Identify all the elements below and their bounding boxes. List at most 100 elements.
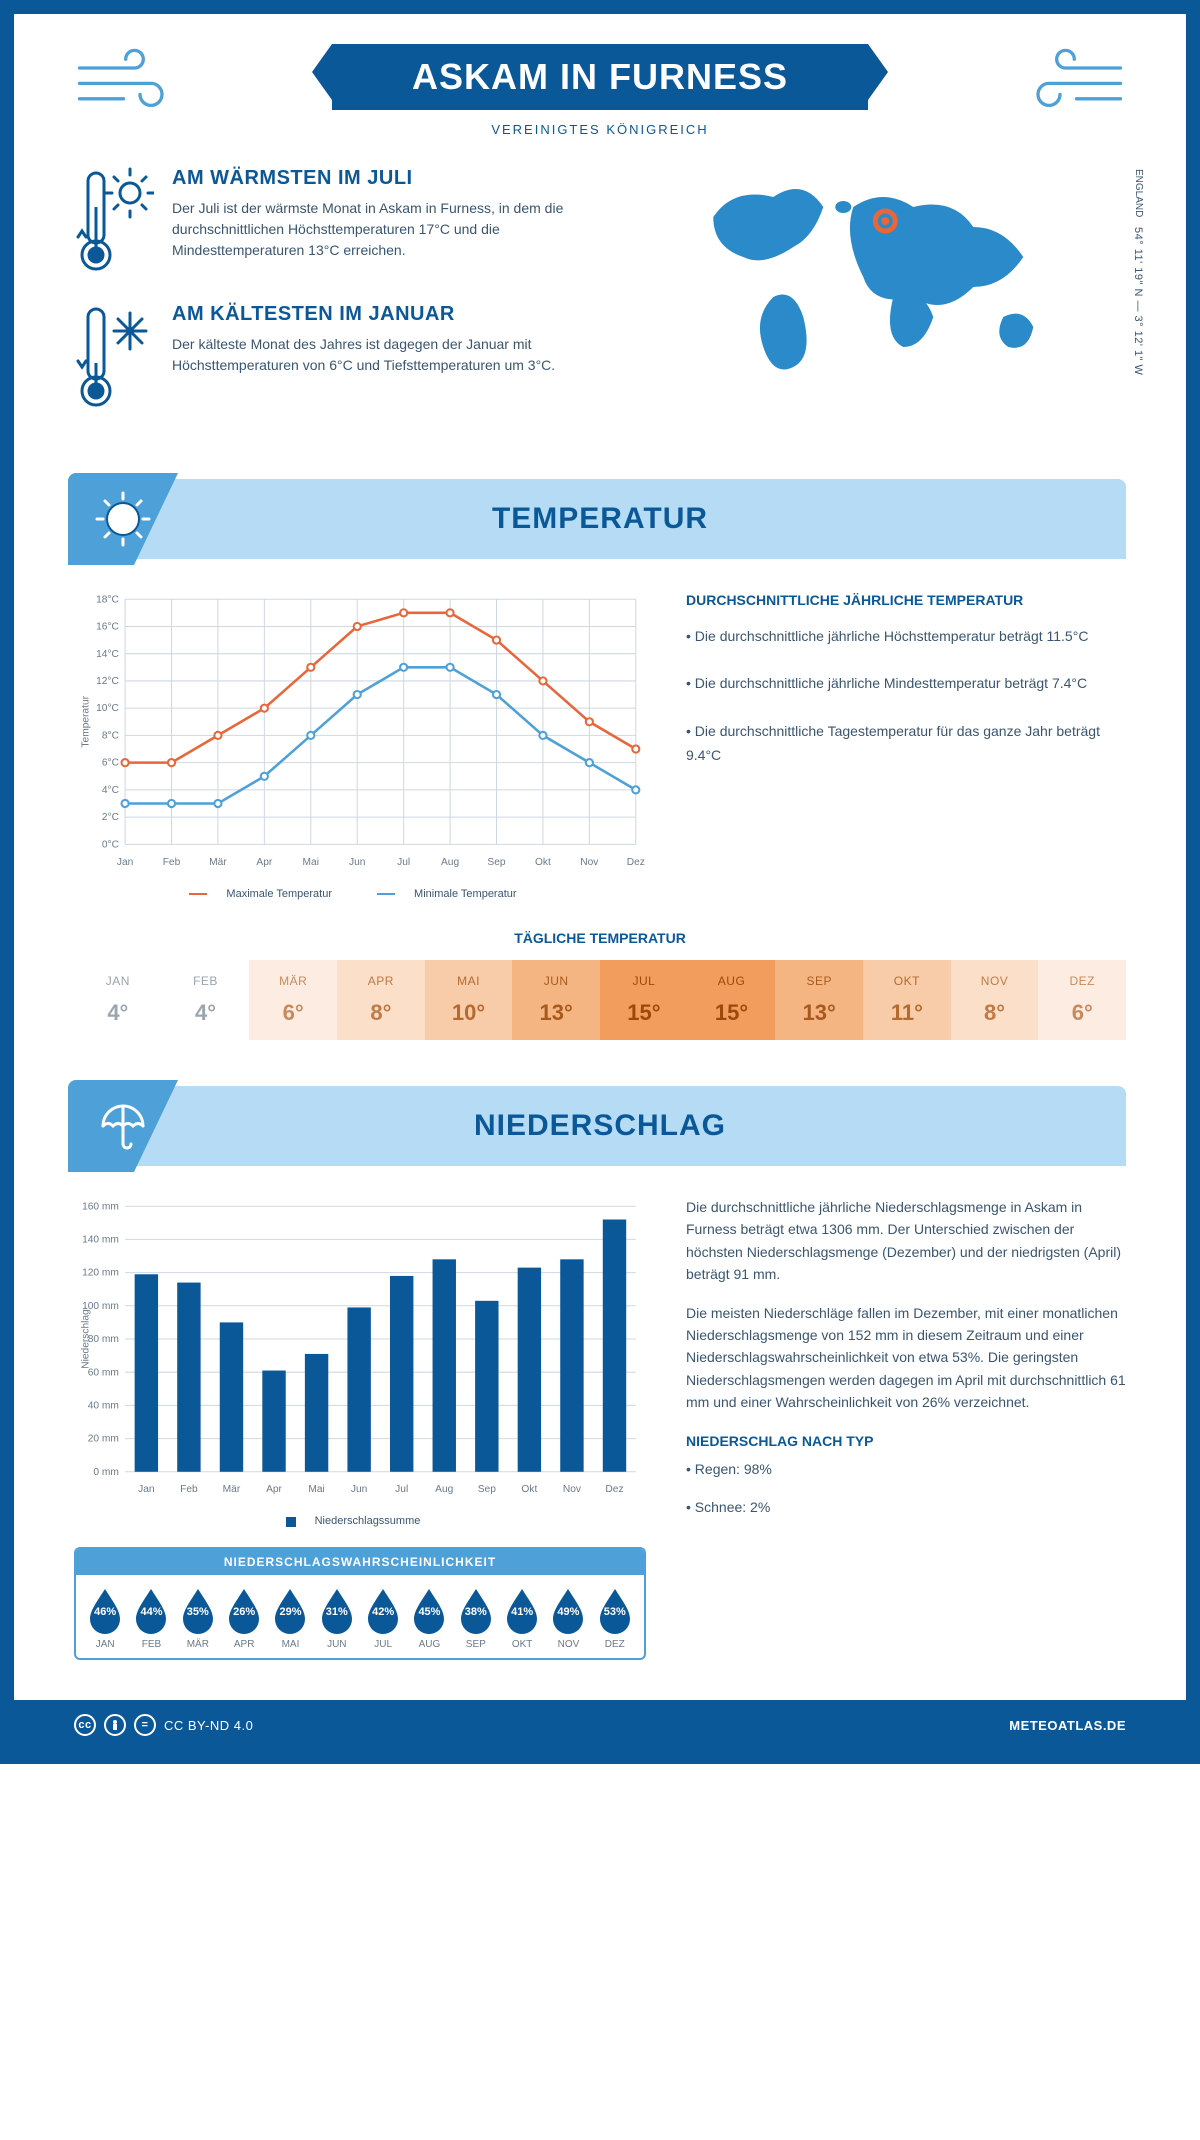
warmest-body: Der Juli ist der wärmste Monat in Askam … [172,198,631,261]
coordinates: 54° 11' 19" N — 3° 12' 1" W [1132,227,1144,375]
svg-text:16°C: 16°C [96,622,119,633]
svg-text:10°C: 10°C [96,703,119,714]
svg-text:Nov: Nov [580,857,599,868]
svg-text:Jun: Jun [351,1484,368,1495]
precip-para: Die durchschnittliche jährliche Niedersc… [686,1196,1126,1286]
raindrop-icon: 31% [318,1587,356,1635]
probability-cell: 41% OKT [499,1587,545,1650]
svg-text:120 mm: 120 mm [82,1268,119,1279]
raindrop-icon: 35% [179,1587,217,1635]
raindrop-icon: 41% [503,1587,541,1635]
thermometer-cold-icon [74,303,154,413]
page-title: ASKAM IN FURNESS [412,56,788,98]
daily-temp-title: TÄGLICHE TEMPERATUR [74,930,1126,946]
coldest-fact: AM KÄLTESTEN IM JANUAR Der kälteste Mona… [74,303,631,413]
svg-text:140 mm: 140 mm [82,1234,119,1245]
svg-text:Apr: Apr [266,1484,282,1495]
daily-temp-cell: MAI10° [425,960,513,1040]
raindrop-icon: 49% [549,1587,587,1635]
raindrop-icon: 44% [132,1587,170,1635]
daily-temperature-table: JAN4°FEB4°MÄR6°APR8°MAI10°JUN13°JUL15°AU… [74,960,1126,1040]
temp-bullet: • Die durchschnittliche jährliche Mindes… [686,672,1126,696]
svg-text:Okt: Okt [535,857,551,868]
probability-title: NIEDERSCHLAGSWAHRSCHEINLICHKEIT [76,1549,644,1575]
svg-text:Jan: Jan [138,1484,155,1495]
probability-cell: 35% MÄR [175,1587,221,1650]
world-map: ENGLAND 54° 11' 19" N — 3° 12' 1" W [661,167,1126,439]
daily-temp-cell: AUG15° [688,960,776,1040]
precipitation-probability-box: NIEDERSCHLAGSWAHRSCHEINLICHKEIT 46% JAN … [74,1547,646,1660]
raindrop-icon: 29% [271,1587,309,1635]
precipitation-section-banner: NIEDERSCHLAG [74,1086,1126,1166]
precipitation-bar-chart: 0 mm20 mm40 mm60 mm80 mm100 mm120 mm140 … [74,1196,646,1527]
svg-text:Dez: Dez [605,1484,623,1495]
svg-text:Feb: Feb [180,1484,198,1495]
probability-cell: 46% JAN [82,1587,128,1650]
sun-icon [93,489,153,549]
svg-text:Jul: Jul [397,857,410,868]
daily-temp-cell: MÄR6° [249,960,337,1040]
raindrop-icon: 42% [364,1587,402,1635]
daily-temp-cell: NOV8° [951,960,1039,1040]
climate-facts: AM WÄRMSTEN IM JULI Der Juli ist der wär… [74,167,631,439]
page-subtitle: VEREINIGTES KÖNIGREICH [74,122,1126,137]
temperature-section-banner: TEMPERATUR [74,479,1126,559]
precipitation-title: NIEDERSCHLAG [474,1109,726,1143]
daily-temp-cell: SEP13° [775,960,863,1040]
svg-text:40 mm: 40 mm [88,1400,119,1411]
probability-cell: 31% JUN [314,1587,360,1650]
svg-text:Apr: Apr [256,857,272,868]
svg-text:Sep: Sep [487,857,505,868]
daily-temp-cell: FEB4° [162,960,250,1040]
svg-text:160 mm: 160 mm [82,1201,119,1212]
raindrop-icon: 46% [86,1587,124,1635]
svg-text:Sep: Sep [478,1484,496,1495]
svg-text:4°C: 4°C [102,785,119,796]
license-text: CC BY-ND 4.0 [164,1718,253,1733]
page-footer: cc = CC BY-ND 4.0 METEOATLAS.DE [14,1700,1186,1750]
svg-text:Feb: Feb [163,857,181,868]
daily-temp-cell: DEZ6° [1038,960,1126,1040]
page-header: ASKAM IN FURNESS VEREINIGTES KÖNIGREICH [74,44,1126,137]
probability-cell: 26% APR [221,1587,267,1650]
daily-temp-cell: OKT11° [863,960,951,1040]
cc-icon: cc [74,1714,96,1736]
svg-text:12°C: 12°C [96,676,119,687]
svg-text:Aug: Aug [441,857,459,868]
wind-icon [74,44,184,114]
daily-temp-cell: JUN13° [512,960,600,1040]
svg-text:Mai: Mai [308,1484,324,1495]
raindrop-icon: 53% [596,1587,634,1635]
probability-cell: 38% SEP [453,1587,499,1650]
svg-text:Jun: Jun [349,857,366,868]
precip-legend: Niederschlagssumme [74,1515,646,1527]
svg-text:14°C: 14°C [96,649,119,660]
svg-text:20 mm: 20 mm [88,1434,119,1445]
thermometer-hot-icon [74,167,154,277]
license-badges: cc = CC BY-ND 4.0 [74,1714,253,1736]
svg-text:Aug: Aug [435,1484,453,1495]
by-icon [104,1714,126,1736]
svg-text:18°C: 18°C [96,594,119,605]
probability-cell: 29% MAI [267,1587,313,1650]
svg-text:Nov: Nov [563,1484,582,1495]
svg-text:Okt: Okt [521,1484,537,1495]
svg-text:Temperatur: Temperatur [80,695,91,747]
svg-text:Mär: Mär [209,857,227,868]
svg-text:0 mm: 0 mm [93,1467,119,1478]
probability-cell: 42% JUL [360,1587,406,1650]
title-banner: ASKAM IN FURNESS [332,44,868,110]
svg-text:Jul: Jul [395,1484,408,1495]
wind-icon [1016,44,1126,114]
precip-legend-label: Niederschlagssumme [315,1515,421,1527]
probability-cell: 53% DEZ [592,1587,638,1650]
precip-para: Die meisten Niederschläge fallen im Deze… [686,1302,1126,1414]
svg-text:Mär: Mär [223,1484,241,1495]
svg-text:0°C: 0°C [102,839,119,850]
nd-icon: = [134,1714,156,1736]
precip-type-item: • Regen: 98% [686,1458,1126,1480]
daily-temp-cell: APR8° [337,960,425,1040]
temp-bullet: • Die durchschnittliche Tagestemperatur … [686,720,1126,768]
legend-max: Maximale Temperatur [226,888,332,900]
precipitation-description: Die durchschnittliche jährliche Niedersc… [686,1196,1126,1660]
